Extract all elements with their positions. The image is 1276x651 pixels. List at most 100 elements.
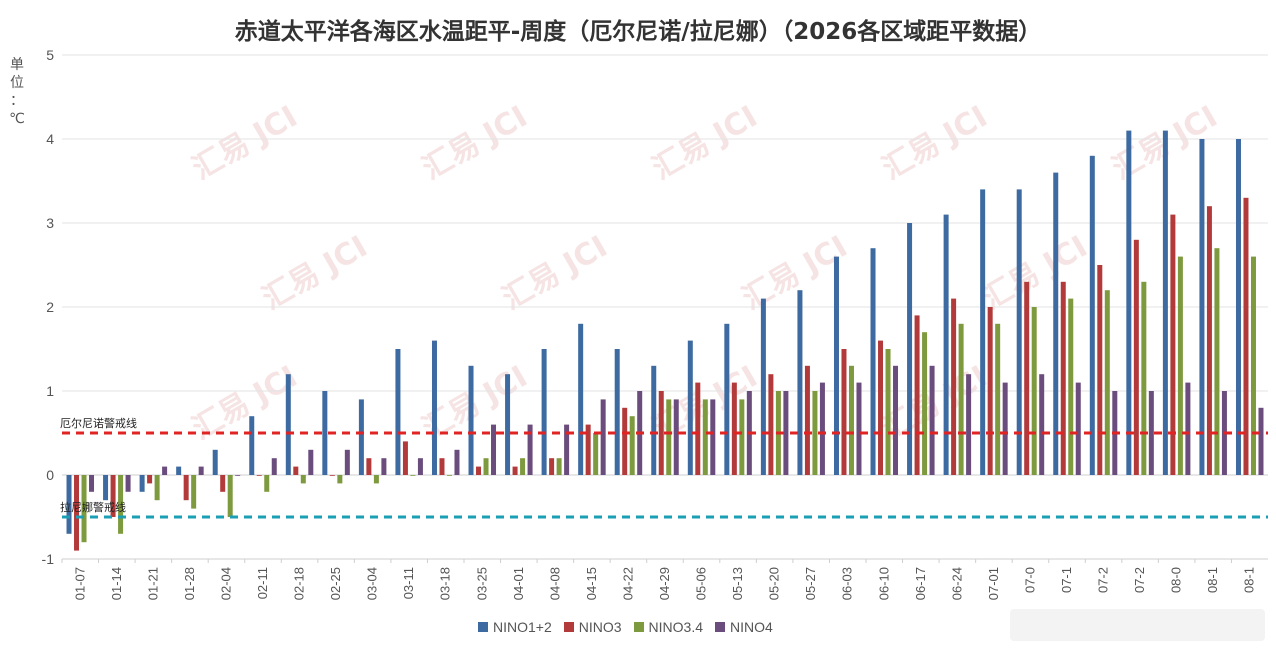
bar-nino1-2-08-0: [1162, 130, 1168, 475]
bar-nino3-4-01-07: [81, 475, 87, 543]
x-tick-label: 01-14: [109, 567, 124, 600]
bar-nino3-4-08-0: [1177, 256, 1183, 475]
x-tick-label: 07-2: [1096, 567, 1111, 593]
x-tick-label: 06-24: [949, 567, 964, 600]
bar-nino3-02-11: [256, 475, 262, 476]
legend-item[interactable]: NINO3: [563, 617, 622, 637]
bar-nino1-2-01-28: [176, 466, 182, 475]
bar-nino4-03-11: [417, 458, 423, 475]
x-tick-label: 08-1: [1205, 567, 1220, 593]
x-tick-label: 07-1: [1059, 567, 1074, 593]
bar-nino3-01-28: [183, 475, 189, 501]
bar-nino3-4-02-18: [300, 475, 306, 484]
bar-nino4-04-08: [564, 424, 570, 475]
legend-item[interactable]: NINO3.4: [633, 617, 704, 637]
bar-nino4-02-25: [344, 449, 350, 475]
legend-label: NINO4: [730, 619, 773, 635]
bar-nino1-2-07-1: [1053, 172, 1059, 475]
bar-nino3-03-25: [476, 466, 482, 475]
bar-nino3-04-15: [585, 424, 591, 475]
bar-nino4-02-18: [308, 449, 314, 475]
bar-nino4-06-24: [966, 374, 972, 475]
bar-nino4-07-01: [1002, 382, 1008, 475]
bar-nino4-05-06: [710, 399, 716, 475]
x-tick-label: 03-04: [365, 567, 380, 600]
bar-nino4-04-01: [527, 424, 533, 475]
bar-nino3-4-02-11: [264, 475, 270, 492]
x-tick-label: 05-06: [694, 567, 709, 600]
bar-nino1-2-05-20: [760, 298, 766, 475]
bar-nino3-4-05-13: [739, 399, 745, 475]
threshold-label: 拉尼娜警戒线: [60, 500, 126, 514]
bar-nino3-4-06-10: [885, 349, 891, 475]
bar-nino3-4-05-06: [702, 399, 708, 475]
y-axis-label: 单位： ℃: [9, 57, 25, 127]
bar-nino3-06-24: [951, 298, 957, 475]
bar-nino3-05-27: [804, 365, 810, 475]
y-tick-label: 5: [46, 47, 54, 63]
bar-nino3-4-06-17: [922, 332, 928, 475]
bar-nino4-07-1: [1075, 382, 1081, 475]
bar-nino1-2-05-27: [797, 290, 803, 475]
y-tick-label: 2: [46, 299, 54, 315]
bar-nino1-2-04-01: [505, 374, 511, 475]
x-tick-label: 07-0: [1022, 567, 1037, 593]
bar-nino3-08-1: [1206, 206, 1212, 475]
watermark: 汇易 JCI: [417, 99, 534, 187]
bar-nino1-2-04-15: [578, 323, 584, 475]
bar-nino1-2-08-1: [1235, 139, 1241, 475]
x-tick-label: 08-1: [1242, 567, 1257, 593]
bar-nino4-01-14: [125, 475, 131, 492]
bar-nino3-07-01: [987, 307, 993, 475]
bar-nino1-2-05-06: [687, 340, 693, 475]
x-tick-label: 02-25: [328, 567, 343, 600]
legend: NINO1+2 NINO3 NINO3.4 NINO4: [478, 617, 773, 637]
bar-nino1-2-03-18: [431, 340, 437, 475]
blurred-region: [1010, 609, 1265, 641]
bar-nino3-4-04-08: [556, 458, 562, 475]
bar-nino3-06-17: [914, 315, 920, 475]
bar-nino1-2-01-07: [66, 475, 72, 534]
bar-nino3-4-07-2: [1104, 290, 1110, 475]
bar-nino3-03-11: [402, 441, 408, 475]
bar-nino3-4-02-25: [337, 475, 343, 484]
bar-nino1-2-07-0: [1016, 189, 1022, 475]
bar-nino4-07-0: [1039, 374, 1045, 475]
bar-nino3-02-04: [220, 475, 226, 492]
x-tick-label: 05-20: [767, 567, 782, 600]
bar-nino3-4-01-28: [191, 475, 197, 509]
legend-item[interactable]: NINO4: [715, 617, 773, 637]
legend-label: NINO3.4: [648, 619, 704, 635]
x-tick-label: 06-10: [876, 567, 891, 600]
bar-nino3-04-22: [622, 407, 628, 475]
watermark-layer: 汇易 JCI 汇易 JCI 汇易 JCI 汇易 JCI 汇易 JCI 汇易 JCI 汇易 J…: [187, 99, 1224, 447]
bar-nino3-4-07-0: [1031, 307, 1037, 475]
x-tick-label: 04-15: [584, 567, 599, 600]
bar-nino1-2-06-10: [870, 248, 876, 475]
bar-nino3-4-02-04: [227, 475, 233, 517]
x-tick-label: 03-11: [401, 567, 416, 599]
bar-nino1-2-03-11: [395, 349, 401, 475]
bar-nino1-2-03-25: [468, 365, 474, 475]
bar-nino3-4-04-15: [593, 433, 599, 475]
bar-nino3-02-18: [293, 466, 299, 475]
bar-nino1-2-02-18: [285, 374, 291, 475]
bar-nino4-04-15: [600, 399, 606, 475]
bar-nino4-08-0: [1185, 382, 1191, 475]
x-axis-ticks: 01-07 01-14 01-21 01-28 02-04 02-11 02-18 02-25…: [61, 559, 1257, 600]
bar-nino1-2-08-1: [1199, 139, 1205, 475]
y-tick-label: 4: [46, 131, 54, 147]
bar-nino4-05-27: [819, 382, 825, 475]
bar-nino1-2-05-13: [724, 323, 730, 475]
legend-item[interactable]: NINO1+2: [478, 617, 552, 637]
bar-nino3-4-08-1: [1214, 248, 1220, 475]
x-tick-label: 03-25: [474, 567, 489, 600]
bar-nino4-01-07: [89, 475, 95, 492]
x-tick-label: 07-2: [1132, 567, 1147, 593]
bar-nino1-2-07-01: [980, 189, 986, 475]
bar-nino1-2-02-11: [249, 416, 255, 475]
x-tick-label: 05-27: [803, 567, 818, 600]
y-tick-label: -1: [42, 551, 55, 567]
bar-nino3-4-07-01: [995, 323, 1001, 475]
